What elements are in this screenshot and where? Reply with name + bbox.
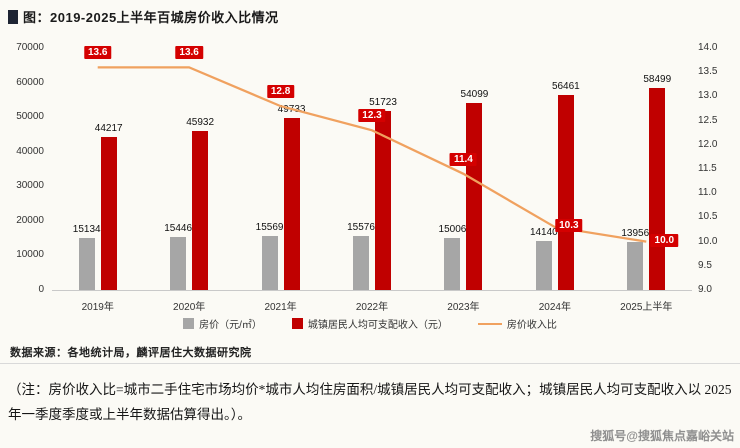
y-axis-tick: 50000 xyxy=(16,111,44,123)
bar-value-label: 54099 xyxy=(460,88,489,100)
ratio-line-swatch xyxy=(477,322,502,325)
bar xyxy=(466,102,483,290)
legend-item-income: 城镇居民人均可支配收入（元） xyxy=(291,316,448,331)
bar-value-label: 15576 xyxy=(347,222,375,234)
y-axis-tick: 9.5 xyxy=(698,259,712,271)
bar xyxy=(353,236,369,290)
y-axis-tick: 13.5 xyxy=(698,66,718,78)
y-axis-tick: 12.5 xyxy=(698,114,718,126)
divider-line xyxy=(0,363,740,364)
bar xyxy=(78,237,95,290)
watermark: 搜狐号@搜狐焦点嘉峪关站 xyxy=(590,429,734,443)
y-axis-tick: 10.0 xyxy=(698,235,718,247)
bar xyxy=(170,236,187,290)
bar xyxy=(535,241,552,290)
bar xyxy=(375,111,391,290)
bar xyxy=(192,131,209,290)
chart-title-row: 图：2019-2025上半年百城房价收入比情况 xyxy=(8,7,279,26)
line-point-label: 10.0 xyxy=(650,233,679,247)
y-axis-tick: 70000 xyxy=(16,42,44,53)
legend-label-price: 房价（元/㎡） xyxy=(199,320,262,331)
x-axis-label: 2021年 xyxy=(264,302,297,313)
bar-value-label: 15006 xyxy=(438,224,467,236)
bar xyxy=(557,94,574,290)
line-point-label: 13.6 xyxy=(83,46,112,60)
plot-area: 15134 44217 2019年 15446 45932 2020年 15569 49733… xyxy=(52,46,692,313)
data-source-note: 数据来源：各地统计局，麟评居住大数据研究院 xyxy=(10,347,252,359)
line-point-label: 12.3 xyxy=(358,109,386,123)
y-axis-tick: 10.5 xyxy=(698,211,718,223)
line-point-label: 12.8 xyxy=(266,85,295,99)
bar-value-label: 13956 xyxy=(621,227,650,239)
bar-value-label: 15446 xyxy=(164,222,193,234)
y-axis-tick: 9.0 xyxy=(698,284,712,295)
bar-value-label: 44217 xyxy=(94,123,123,135)
bar xyxy=(100,137,117,290)
x-axis-label: 2025上半年 xyxy=(620,302,673,313)
x-axis-label: 2022年 xyxy=(355,302,389,313)
x-axis-label: 2019年 xyxy=(81,302,114,313)
y-axis-tick: 11.0 xyxy=(698,187,717,199)
bar-value-label: 15134 xyxy=(72,223,101,235)
x-axis-label: 2023年 xyxy=(447,302,480,313)
legend-item-ratio: 房价收入比 xyxy=(477,316,557,331)
legend-item-price: 房价（元/㎡） xyxy=(183,316,262,331)
line-point-label: 13.6 xyxy=(175,46,203,60)
chart-legend: 房价（元/㎡） 城镇居民人均可支配收入（元） 房价收入比 xyxy=(0,316,740,331)
bar xyxy=(627,241,644,290)
y-axis-tick: 10000 xyxy=(16,249,44,261)
y-axis-tick: 14.0 xyxy=(698,42,718,53)
legend-label-ratio: 房价收入比 xyxy=(506,320,557,331)
y-axis-tick: 60000 xyxy=(16,76,44,88)
bar-value-label: 14140 xyxy=(529,227,558,239)
y-axis-tick: 13.0 xyxy=(698,90,718,102)
y-axis-tick: 20000 xyxy=(16,214,44,226)
bar xyxy=(283,118,300,290)
bar-value-label: 58499 xyxy=(643,73,672,85)
bar xyxy=(444,238,461,290)
footnote: （注：房价收入比=城市二手住宅市场均价*城市人均住房面积/城镇居民人均可支配收入… xyxy=(8,382,732,422)
legend-label-income: 城镇居民人均可支配收入（元） xyxy=(307,320,448,331)
y-axis-tick: 12.0 xyxy=(698,138,718,150)
x-axis-label: 2024年 xyxy=(538,302,571,313)
price-bar-swatch xyxy=(183,318,195,329)
bar-value-label: 56461 xyxy=(551,80,580,92)
bar xyxy=(261,236,278,290)
bar-value-label: 45932 xyxy=(186,117,215,129)
y-axis-tick: 30000 xyxy=(16,180,44,192)
page-title: 图：2019-2025上半年百城房价收入比情况 xyxy=(23,10,279,25)
right-y-axis: 9.0 9.5 10.0 10.5 11.0 11.5 12.0 12.5 13.0 13.5 14… xyxy=(698,42,738,295)
ratio-line xyxy=(97,66,647,243)
title-bullet-icon xyxy=(8,9,18,24)
bar-value-label: 51723 xyxy=(369,97,397,109)
bar-value-label: 15569 xyxy=(255,222,284,234)
x-axis-label: 2020年 xyxy=(173,302,206,313)
y-axis-tick: 40000 xyxy=(16,145,44,157)
line-point-label: 11.4 xyxy=(449,152,477,166)
price-income-combo-chart: 0 10000 20000 30000 40000 50000 60000 70000 9.0… xyxy=(0,42,738,313)
income-bar-swatch xyxy=(291,318,303,329)
line-point-label: 10.3 xyxy=(555,219,583,233)
y-axis-tick: 11.5 xyxy=(698,163,717,174)
y-axis-tick: 0 xyxy=(38,284,44,295)
left-y-axis: 0 10000 20000 30000 40000 50000 60000 70000 xyxy=(0,42,46,295)
